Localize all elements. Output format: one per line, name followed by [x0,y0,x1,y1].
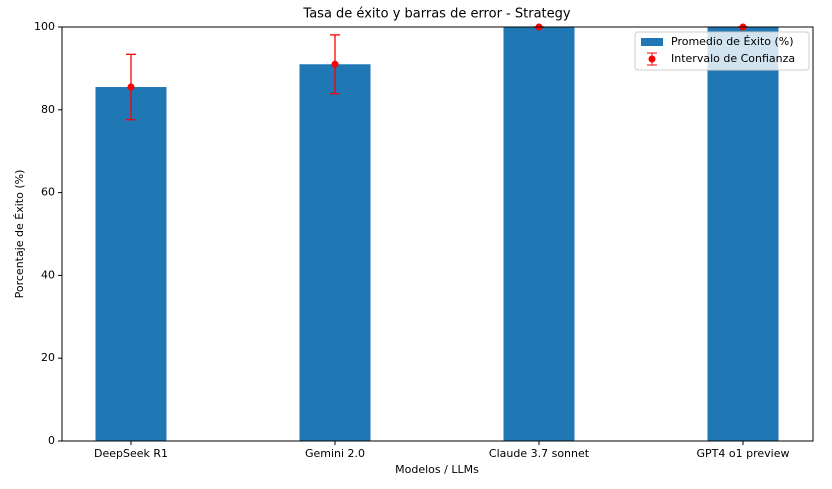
y-tick-label: 100 [34,20,55,33]
plot-frame [61,26,814,442]
x-tick-label: GPT4 o1 preview [697,447,790,460]
chart-title: Tasa de éxito y barras de error - Strate… [302,7,570,22]
legend-label: Intervalo de Confianza [671,52,795,65]
error-point [127,83,135,91]
y-tick-label: 80 [41,103,55,116]
y-axis-label: Porcentaje de Éxito (%) [13,170,26,299]
y-tick-label: 40 [41,268,55,281]
y-tick-label: 0 [48,434,55,447]
y-tick-label: 20 [41,351,55,364]
bar [707,27,779,441]
bar [503,27,575,441]
y-tick-label: 60 [41,186,55,199]
legend-box [634,31,810,71]
error-point [331,60,339,68]
x-axis-label: Modelos / LLMs [395,463,479,476]
x-tick-label: Gemini 2.0 [305,447,365,460]
bar [299,64,371,441]
bar [95,87,167,441]
legend-swatch [641,38,663,46]
x-tick-label: Claude 3.7 sonnet [489,447,590,460]
legend-swatch [648,55,656,63]
legend-label: Promedio de Éxito (%) [671,35,794,48]
x-tick-label: DeepSeek R1 [94,447,168,460]
